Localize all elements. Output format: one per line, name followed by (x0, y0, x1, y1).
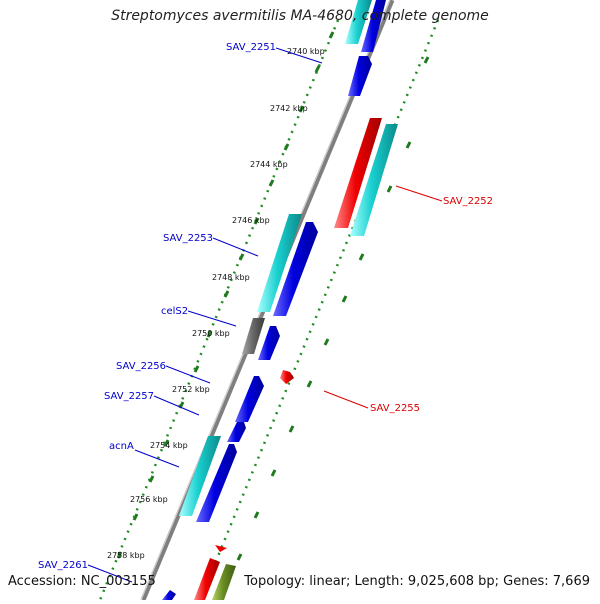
gene-blue-bottom[interactable] (162, 590, 176, 600)
gene-label[interactable]: celS2 (161, 306, 188, 317)
tick-label: 2744 kbp (250, 160, 288, 169)
gene-label[interactable]: SAV_2257 (104, 391, 154, 402)
gene-blue[interactable] (361, 0, 386, 52)
genome-title: Streptomyces avermitilis MA-4680, comple… (111, 8, 489, 24)
left-dotted-track (98, 19, 340, 601)
tick-label: 2750 kbp (192, 329, 230, 338)
tick-label: 2742 kbp (270, 104, 308, 113)
gene-label[interactable]: SAV_2256 (116, 361, 166, 372)
gene-sav2253-cyan[interactable] (257, 214, 302, 312)
track-dashes (116, 31, 430, 561)
gene-label[interactable]: SAV_2253 (163, 233, 213, 244)
accession-text: Accession: NC_003155 (8, 574, 156, 589)
gene-cyan[interactable] (345, 0, 372, 44)
tick-labels: 2740 kbp 2742 kbp 2744 kbp 2746 kbp 2748… (107, 47, 325, 560)
gene-label[interactable]: SAV_2261 (38, 560, 88, 571)
tick-label: 2756 kbp (130, 495, 168, 504)
gene-sav2255[interactable] (280, 370, 294, 384)
genome-summary: Topology: linear; Length: 9,025,608 bp; … (244, 574, 590, 589)
gene-sav2252-red[interactable] (334, 118, 382, 228)
gene-sav2253-blue[interactable] (273, 222, 318, 316)
tick-label: 2752 kbp (172, 385, 210, 394)
tick-label: 2748 kbp (212, 273, 250, 282)
gene-red-bottom[interactable] (194, 558, 220, 600)
gene-label[interactable]: SAV_2251 (226, 42, 276, 53)
tick-label: 2754 kbp (150, 441, 188, 450)
gene-sav2252-cyan[interactable] (350, 124, 398, 236)
gene-label[interactable]: SAV_2255 (370, 403, 420, 414)
tick-label: 2740 kbp (287, 47, 325, 56)
tick-label: 2746 kbp (232, 216, 270, 225)
gene-sav2256[interactable] (235, 376, 264, 422)
label-leaders (87, 47, 443, 583)
gene-label[interactable]: SAV_2252 (443, 196, 493, 207)
gene-cels2-grey[interactable] (242, 318, 265, 354)
gene-cels2-blue[interactable] (258, 326, 280, 360)
gene-acna-cyan[interactable] (179, 436, 221, 516)
gene-red-small[interactable] (215, 545, 227, 552)
genes (162, 0, 398, 600)
right-dotted-track (198, 19, 440, 601)
gene-labels: SAV_2251 SAV_2252 SAV_2253 celS2 SAV_225… (38, 42, 493, 571)
gene-sav2257[interactable] (227, 422, 246, 442)
gene-sav2251[interactable] (348, 56, 372, 96)
tick-label: 2758 kbp (107, 551, 145, 560)
gene-acna-blue[interactable] (196, 444, 237, 522)
gene-label[interactable]: acnA (109, 441, 134, 452)
gene-olive-bottom[interactable] (212, 564, 236, 600)
